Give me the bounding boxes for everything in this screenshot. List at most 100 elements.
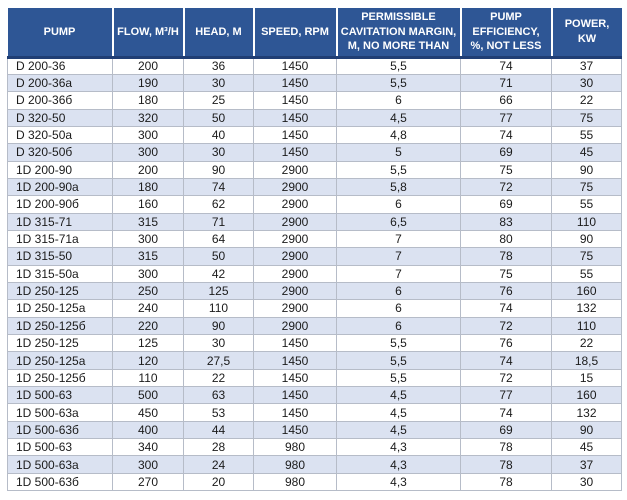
table-row: 1D 315-71a 300 64 2900 7 80 90 [7,229,622,249]
table-row: 1D 315-71 315 71 2900 6,5 83 110 [7,212,622,231]
value-cell: 6 [336,281,461,301]
value-cell: 74 [460,56,552,75]
table-row: D 200-36б 180 25 1450 6 66 22 [7,91,622,110]
table-row: D 320-50б 300 30 1450 5 69 45 [7,143,622,162]
value-cell: 340 [112,438,184,457]
pump-name-cell: 1D 500-63 [7,386,113,405]
value-cell: 69 [460,195,552,214]
value-cell: 83 [460,212,552,231]
value-cell: 90 [551,229,622,249]
table-row: 1D 500-63 500 63 1450 4,5 77 160 [7,386,622,405]
value-cell: 300 [112,229,184,249]
value-cell: 74 [183,177,254,197]
value-cell: 30 [183,333,254,353]
value-cell: 90 [551,160,622,179]
value-cell: 190 [112,73,184,93]
value-cell: 2900 [253,177,337,197]
value-cell: 55 [551,195,622,214]
value-cell: 75 [460,264,552,283]
value-cell: 71 [183,212,254,231]
value-cell: 45 [551,143,622,162]
value-cell: 450 [112,403,184,422]
value-cell: 20 [183,472,254,492]
column-header-head: HEAD, M [183,8,255,59]
value-cell: 2900 [253,299,337,318]
table-row: 1D 200-90 200 90 2900 5,5 75 90 [7,160,622,179]
value-cell: 55 [551,264,622,283]
value-cell: 1450 [253,368,337,388]
pump-name-cell: 1D 500-63a [7,403,113,422]
value-cell: 90 [183,160,254,179]
value-cell: 1450 [253,56,337,75]
pump-name-cell: 1D 250-125 [7,281,113,301]
value-cell: 24 [183,455,254,474]
value-cell: 18,5 [551,351,622,370]
value-cell: 270 [112,472,184,492]
value-cell: 1450 [253,91,337,110]
value-cell: 125 [183,281,254,301]
value-cell: 6 [336,299,461,318]
value-cell: 63 [183,386,254,405]
value-cell: 77 [460,386,552,405]
value-cell: 1450 [253,125,337,145]
value-cell: 90 [183,316,254,336]
value-cell: 6 [336,316,461,336]
value-cell: 78 [460,247,552,266]
value-cell: 72 [460,316,552,336]
value-cell: 44 [183,420,254,440]
value-cell: 74 [460,351,552,370]
value-cell: 1450 [253,73,337,93]
value-cell: 30 [183,143,254,162]
value-cell: 7 [336,247,461,266]
value-cell: 30 [183,73,254,93]
value-cell: 37 [551,56,622,75]
value-cell: 6 [336,91,461,110]
value-cell: 2900 [253,247,337,266]
pump-name-cell: 1D 500-63б [7,420,113,440]
header-row: PUMP FLOW, M³/H HEAD, M SPEED, RPM PERMI… [7,8,622,59]
value-cell: 42 [183,264,254,283]
column-header-cavitation-margin: PERMISSIBLE CAVITATION MARGIN, M, NO MOR… [336,8,462,59]
value-cell: 300 [112,125,184,145]
value-cell: 50 [183,247,254,266]
value-cell: 62 [183,195,254,214]
value-cell: 78 [460,455,552,474]
column-header-power: POWER, KW [551,8,622,59]
pump-spec-table: PUMP FLOW, M³/H HEAD, M SPEED, RPM PERMI… [7,8,622,492]
value-cell: 160 [551,386,622,405]
value-cell: 980 [253,455,337,474]
pump-name-cell: 1D 200-90a [7,177,113,197]
value-cell: 4,5 [336,108,461,127]
value-cell: 75 [551,108,622,127]
table-row: D 320-50a 300 40 1450 4,8 74 55 [7,125,622,145]
value-cell: 132 [551,403,622,422]
table-row: 1D 500-63б 400 44 1450 4,5 69 90 [7,420,622,440]
pump-name-cell: 1D 500-63б [7,472,113,492]
value-cell: 110 [551,212,622,231]
pump-name-cell: 1D 500-63 [7,438,113,457]
value-cell: 69 [460,143,552,162]
column-header-flow: FLOW, M³/H [112,8,185,59]
value-cell: 28 [183,438,254,457]
value-cell: 1450 [253,108,337,127]
value-cell: 5,5 [336,73,461,93]
value-cell: 55 [551,125,622,145]
pump-name-cell: 1D 500-63a [7,455,113,474]
value-cell: 125 [112,333,184,353]
value-cell: 2900 [253,281,337,301]
value-cell: 400 [112,420,184,440]
pump-name-cell: D 320-50б [7,143,113,162]
pump-name-cell: D 200-36 [7,56,113,75]
value-cell: 22 [551,333,622,353]
value-cell: 22 [183,368,254,388]
table-row: 1D 250-125a 120 27,5 1450 5,5 74 18,5 [7,351,622,370]
value-cell: 5,5 [336,368,461,388]
value-cell: 36 [183,56,254,75]
table-row: 1D 250-125б 110 22 1450 5,5 72 15 [7,368,622,388]
table-row: D 200-36a 190 30 1450 5,5 71 30 [7,73,622,93]
value-cell: 1450 [253,333,337,353]
value-cell: 50 [183,108,254,127]
value-cell: 5,5 [336,56,461,75]
pump-name-cell: 1D 250-125 [7,333,113,353]
